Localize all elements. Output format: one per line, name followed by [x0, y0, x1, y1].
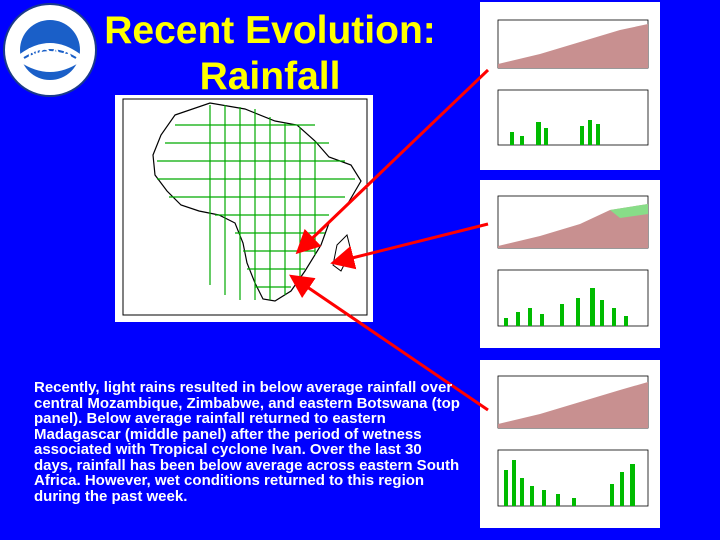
africa-map [115, 95, 373, 322]
title-line-2: Rainfall [199, 55, 341, 98]
time-series-panel-middle [480, 180, 660, 348]
time-series-panel-bottom [480, 360, 660, 528]
logo-text: NOAA [28, 45, 72, 62]
rain-bars-top [510, 120, 600, 145]
title-line-1: Recent Evolution: [104, 9, 436, 52]
slide-body-text: Recently, light rains resulted in below … [34, 379, 460, 505]
rain-bars-middle [504, 288, 628, 326]
slide-title: Recent Evolution: Rainfall [95, 8, 445, 100]
time-series-panel-top [480, 2, 660, 170]
rain-bars-bottom [504, 460, 635, 506]
noaa-logo-icon: NOAA [3, 3, 97, 97]
